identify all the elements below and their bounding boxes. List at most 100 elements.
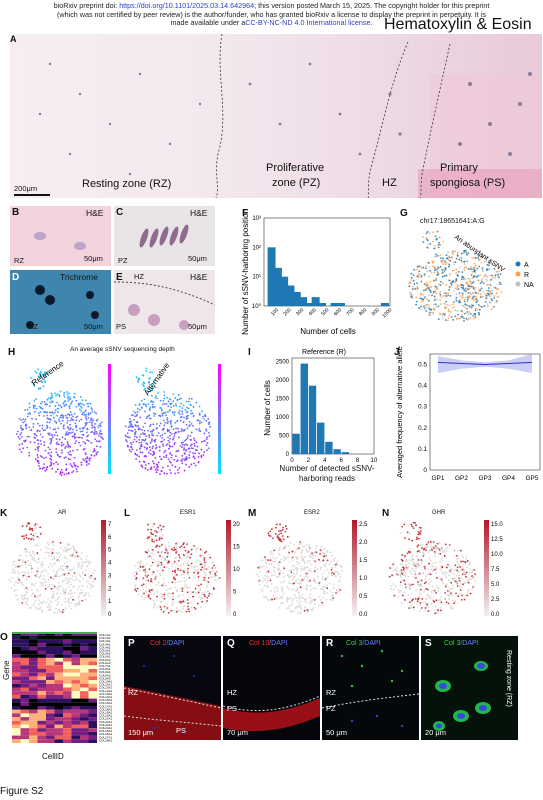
feature-point xyxy=(83,594,86,597)
o-cell xyxy=(54,646,63,651)
h-point xyxy=(192,406,195,408)
panel-m-letter: M xyxy=(248,508,257,519)
o-cell xyxy=(63,680,72,684)
h-point xyxy=(41,427,44,430)
h-point xyxy=(38,430,41,433)
o-cell xyxy=(80,720,89,725)
h-point xyxy=(133,438,136,441)
feature-point xyxy=(258,583,261,586)
g-point xyxy=(493,268,496,270)
g-point xyxy=(473,299,476,302)
h-point xyxy=(166,396,169,399)
g-point xyxy=(477,279,480,282)
panel-d-stain: Trichrome xyxy=(60,272,98,282)
feature-point xyxy=(36,535,39,538)
h-point xyxy=(153,453,155,455)
h-point xyxy=(190,463,193,466)
feature-point xyxy=(451,599,454,602)
feature-point xyxy=(165,550,167,553)
feature-point xyxy=(18,573,21,575)
o-cell xyxy=(80,654,89,658)
h-point xyxy=(57,463,59,466)
feature-point xyxy=(204,595,206,598)
zone-ps-label-2: spongiosa (PS) xyxy=(430,177,506,189)
h-point xyxy=(141,451,144,454)
h-point xyxy=(77,436,80,439)
h-point xyxy=(85,417,87,420)
colorbar-tick: 15.0 xyxy=(491,522,503,528)
feature-point xyxy=(34,600,37,602)
h-point xyxy=(73,412,76,415)
feature-point xyxy=(58,560,61,563)
feature-point xyxy=(307,576,309,579)
h-point xyxy=(97,440,100,443)
feature-point xyxy=(204,551,206,554)
h-point xyxy=(180,430,183,433)
h-point xyxy=(67,457,70,460)
h-point xyxy=(23,440,25,442)
h-point xyxy=(95,430,98,433)
h-point xyxy=(39,467,41,470)
feature-point xyxy=(417,544,420,547)
feature-point xyxy=(296,561,299,564)
feature-point xyxy=(20,594,23,597)
feature-point xyxy=(150,556,153,558)
g-point xyxy=(474,309,477,312)
g-point xyxy=(433,295,436,298)
g-point xyxy=(481,280,483,283)
feature-point xyxy=(434,609,437,611)
feature-point xyxy=(190,553,193,556)
feature-point xyxy=(56,591,59,594)
o-cell xyxy=(37,731,46,736)
h-point xyxy=(176,450,179,452)
feature-point xyxy=(303,600,306,603)
feature-point xyxy=(162,596,164,599)
feature-point xyxy=(311,554,314,557)
feature-point xyxy=(152,571,155,574)
feature-point xyxy=(183,580,186,583)
feature-point xyxy=(401,525,404,528)
feature-point xyxy=(77,596,80,599)
feature-point xyxy=(171,570,174,573)
doi-link[interactable]: https://doi.org/10.1101/2025.03.14.64296… xyxy=(119,1,255,10)
feature-point xyxy=(297,612,299,615)
feature-point xyxy=(300,569,303,572)
h-point xyxy=(161,443,164,446)
h-point xyxy=(169,434,171,437)
h-point xyxy=(162,445,165,447)
feature-point xyxy=(161,569,164,572)
feature-point xyxy=(23,587,26,590)
panel-d-letter: D xyxy=(12,272,20,283)
feature-point xyxy=(306,588,309,591)
h-point xyxy=(147,381,150,384)
h-point xyxy=(41,407,44,410)
h-point xyxy=(73,462,75,464)
feature-point xyxy=(319,552,322,555)
license-link[interactable]: CC-BY-NC-ND 4.0 International license xyxy=(245,18,371,28)
o-cell xyxy=(54,657,63,662)
g-point xyxy=(497,273,499,276)
g-point xyxy=(410,278,413,281)
feature-point xyxy=(336,564,339,567)
o-cell xyxy=(37,691,46,695)
feature-point xyxy=(471,571,473,574)
feature-point xyxy=(88,594,91,597)
o-cell xyxy=(88,713,97,718)
h-point xyxy=(170,406,173,408)
h-point xyxy=(177,427,179,430)
feature-point xyxy=(267,576,269,578)
feature-point xyxy=(435,572,438,575)
h-point xyxy=(28,412,31,415)
feature-point xyxy=(59,585,62,588)
feature-point xyxy=(189,556,191,559)
h-point xyxy=(126,432,129,435)
feature-point xyxy=(151,581,154,584)
feature-point xyxy=(55,552,58,554)
g-point xyxy=(455,278,458,280)
h-point xyxy=(208,435,211,437)
feature-point xyxy=(334,557,337,560)
feature-point xyxy=(316,552,318,555)
feature-point xyxy=(163,597,166,600)
g-point xyxy=(425,237,428,239)
feature-point xyxy=(198,584,200,587)
